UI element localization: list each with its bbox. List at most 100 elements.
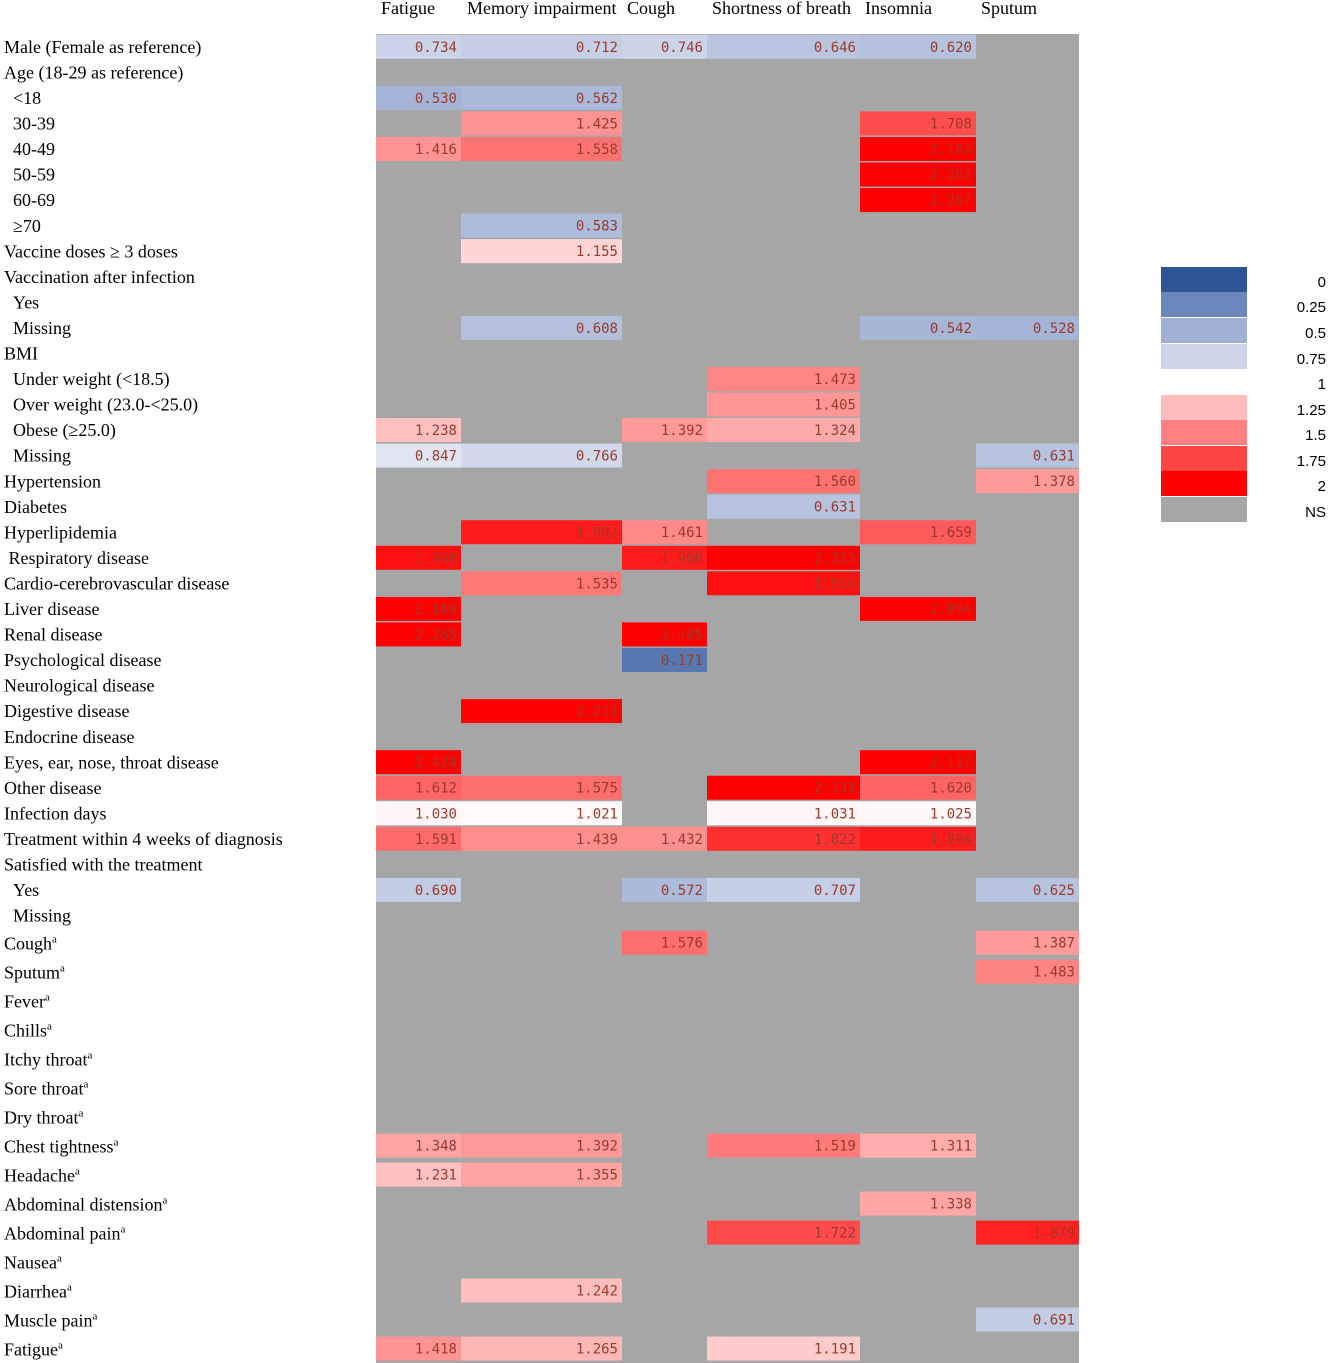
heatmap-cell [860,826,976,851]
row-label: Other disease [4,778,101,798]
legend-label: 0.75 [1297,351,1326,368]
row-label: Fevera [4,992,50,1012]
heatmap-cell [461,1278,622,1303]
cell-value-label: 1.025 [930,806,972,822]
cell-value-label: 1.439 [576,832,618,848]
heatmap-cell [376,750,461,775]
cell-value-label: 1.432 [661,832,703,848]
heatmap-cell [376,801,461,826]
cell-value-label: 3.405 [661,627,703,643]
legend-label: 0.25 [1297,299,1326,316]
cell-value-label: 0.625 [1033,883,1075,899]
legend-label: 1.5 [1305,427,1326,444]
cell-value-label: 1.879 [1033,1226,1075,1242]
cell-value-label: 2.211 [576,704,618,720]
superscript-marker: a [67,1281,72,1293]
heatmap-cell [860,750,976,775]
row-label: Psychological disease [4,650,161,670]
row-label: Renal disease [4,625,102,645]
cell-value-label: 1.324 [814,423,856,439]
cell-value-label: 2.185 [930,142,972,158]
row-label: Muscle paina [4,1310,97,1330]
heatmap-cell [461,315,622,340]
heatmap-cell [376,418,461,443]
heatmap-cell [860,162,976,187]
column-header: Insomnia [865,0,932,18]
heatmap-cell [976,930,1079,955]
row-label: Headachea [4,1166,80,1186]
superscript-marker: a [83,1079,88,1091]
row-label: Over weight (23.0-<25.0) [13,395,198,416]
row-label: Under weight (<18.5) [13,369,170,390]
row-label: Fatiguea [4,1339,63,1359]
cell-value-label: 1.940 [415,551,457,567]
heatmap-cell [461,826,622,851]
legend-swatch [1161,497,1247,522]
cell-value-label: 1.387 [1033,936,1075,952]
legend-swatch [1161,471,1247,496]
heatmap-cell [622,930,707,955]
legend-label: 1.75 [1297,453,1326,470]
row-label: Vaccine doses ≥ 3 doses [4,241,178,261]
cell-value-label: 1.591 [415,832,457,848]
row-label: Infection days [4,803,106,823]
heatmap-cell [461,136,622,161]
row-label: Yes [13,880,39,900]
cell-value-label: 1.392 [576,1139,618,1155]
cell-value-label: 1.355 [576,1168,618,1184]
heatmap-cell [461,1133,622,1158]
heatmap-cell [707,801,860,826]
row-label: Neurological disease [4,676,154,696]
legend-swatch [1161,344,1247,369]
heatmap-cell [707,545,860,570]
cell-value-label: 2.094 [930,602,972,618]
heatmap-cell [707,366,860,391]
heatmap-cell [860,801,976,826]
heatmap-cell [461,801,622,826]
cell-value-label: 0.171 [661,653,703,669]
cell-value-label: 0.847 [415,449,457,465]
heatmap-cell [461,699,622,724]
heatmap-cell [622,418,707,443]
row-label: Cougha [4,934,57,954]
heatmap-cell [707,418,860,443]
cell-value-label: 1.708 [930,116,972,132]
heatmap-cell [707,1336,860,1361]
cell-value-label: 2.117 [930,755,972,771]
cell-value-label: 0.528 [1033,321,1075,337]
heatmap-cell [707,826,860,851]
heatmap-cell [860,520,976,545]
legend-label: 2 [1318,478,1326,495]
row-label: Treatment within 4 weeks of diagnosis [4,829,283,849]
cell-value-label: 0.631 [1033,449,1075,465]
cell-value-label: 1.936 [814,576,856,592]
heatmap-cell [860,34,976,59]
superscript-marker: a [114,1137,119,1149]
cell-value-label: 1.575 [576,781,618,797]
heatmap-cell [860,775,976,800]
cell-value-label: 1.155 [576,244,618,260]
row-label: Cardio-cerebrovascular disease [4,573,229,593]
heatmap-cell [707,494,860,519]
heatmap-cell [707,34,860,59]
cell-value-label: 1.558 [576,142,618,158]
cell-value-label: 0.712 [576,40,618,56]
row-label: Diabetes [4,497,67,517]
legend-label: 0.5 [1305,325,1326,342]
heatmap-cell [461,111,622,136]
cell-value-label: 1.519 [814,1139,856,1155]
heatmap-cell [976,469,1079,494]
cell-value-label: 1.031 [814,806,856,822]
cell-value-label: 0.631 [814,500,856,516]
heatmap-cell [461,775,622,800]
heatmap-cell [622,34,707,59]
superscript-marker: a [163,1195,168,1207]
heatmap-cell [376,596,461,621]
cell-value-label: 1.231 [415,1168,457,1184]
row-label: Male (Female as reference) [4,37,201,58]
superscript-marker: a [60,963,65,975]
cell-value-label: 0.691 [1033,1313,1075,1329]
heatmap-cell [707,1220,860,1245]
heatmap-cell [707,775,860,800]
row-label: Eyes, ear, nose, throat disease [4,752,219,772]
